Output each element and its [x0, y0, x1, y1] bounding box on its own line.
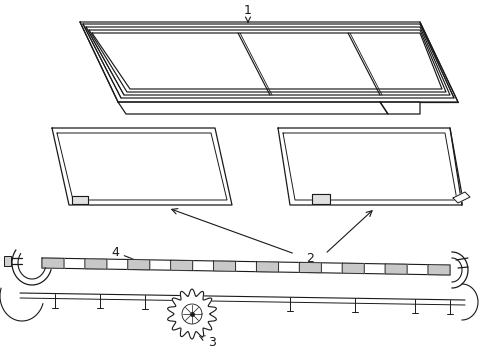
Polygon shape	[171, 260, 193, 271]
Polygon shape	[214, 261, 236, 271]
Text: 2: 2	[306, 252, 314, 265]
Text: 4: 4	[111, 246, 144, 264]
Text: 1: 1	[244, 4, 252, 22]
Polygon shape	[128, 260, 150, 270]
Polygon shape	[168, 289, 217, 339]
Bar	[4, 256, 11, 266]
Polygon shape	[428, 265, 450, 275]
Polygon shape	[72, 196, 88, 204]
Text: 3: 3	[199, 336, 216, 348]
Polygon shape	[42, 258, 64, 268]
Polygon shape	[52, 128, 232, 205]
Polygon shape	[453, 192, 470, 203]
Polygon shape	[256, 262, 278, 272]
Polygon shape	[118, 102, 388, 114]
Polygon shape	[278, 128, 462, 205]
Polygon shape	[299, 262, 321, 273]
Polygon shape	[312, 194, 330, 204]
Polygon shape	[342, 263, 364, 274]
Polygon shape	[385, 264, 407, 274]
Polygon shape	[380, 102, 420, 114]
Polygon shape	[92, 33, 442, 89]
Polygon shape	[42, 258, 450, 275]
Polygon shape	[85, 259, 107, 269]
